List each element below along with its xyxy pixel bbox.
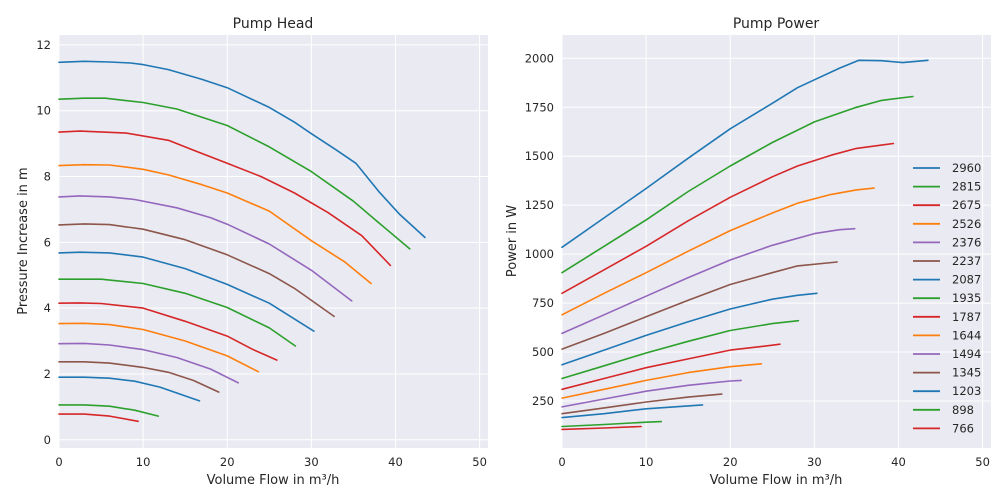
legend-label: 2237 (952, 254, 981, 268)
series-line-2237 (561, 261, 838, 350)
legend-label: 2376 (952, 235, 981, 249)
x-tick-label: 20 (220, 455, 235, 469)
plot-area (59, 35, 488, 448)
x-tick-label: 30 (304, 455, 319, 469)
y-tick-label: 12 (36, 38, 51, 52)
series-line-2087 (561, 292, 818, 366)
chart-title: Pump Power (733, 16, 820, 32)
series-line (58, 361, 220, 393)
legend-label: 1203 (952, 384, 981, 398)
legend-label: 1935 (952, 291, 981, 305)
series-line-2675 (561, 142, 895, 295)
series-line-1494 (561, 379, 742, 408)
series-line (58, 60, 426, 239)
y-tick-label: 750 (532, 296, 554, 310)
y-tick-label: 2 (44, 367, 51, 381)
x-tick-label: 0 (558, 455, 565, 469)
x-tick-label: 10 (639, 455, 654, 469)
y-tick-label: 1500 (525, 149, 554, 163)
series-line (58, 223, 335, 318)
y-tick-label: 1000 (525, 247, 554, 261)
pump-power-chart: Pump Power Volume Flow in m³/h Power in … (505, 16, 991, 488)
x-tick-label: 40 (388, 455, 403, 469)
x-tick-label: 20 (723, 455, 738, 469)
x-tick-label: 40 (891, 455, 906, 469)
series-line (58, 404, 160, 417)
legend-label: 2087 (952, 273, 981, 287)
y-tick-label: 500 (532, 345, 554, 359)
y-tick-label: 0 (44, 433, 51, 447)
legend-label: 2675 (952, 198, 981, 212)
series-line-2526 (561, 187, 875, 316)
series-line-1345 (561, 393, 723, 415)
legend-label: 2960 (952, 161, 981, 175)
y-tick-label: 8 (44, 170, 51, 184)
pump-head-chart: Pump Head Volume Flow in m³/h Pressure I… (16, 16, 488, 488)
series-line-1203 (561, 404, 704, 419)
series-line (58, 251, 315, 332)
y-axis-label: Pressure Increase in m (16, 167, 31, 314)
series-line (58, 97, 411, 250)
series-line (58, 376, 201, 402)
legend: 2960 2815 2675 2526 2376 2237 2087 1935 1787 1644… (913, 161, 981, 435)
y-tick-label: 2000 (525, 51, 554, 65)
series-line-2376 (561, 227, 856, 335)
series-line (58, 195, 353, 302)
chart-title: Pump Head (233, 16, 314, 32)
series-line (58, 342, 239, 384)
x-axis-label: Volume Flow in m³/h (207, 473, 340, 488)
legend-label: 766 (952, 421, 974, 435)
series-line-2815 (561, 95, 914, 274)
series-line-766 (561, 425, 642, 431)
series-line (58, 163, 372, 285)
y-tick-label: 1750 (525, 100, 554, 114)
x-axis-label: Volume Flow in m³/h (710, 473, 843, 488)
legend-label: 1345 (952, 366, 981, 380)
y-tick-label: 4 (44, 301, 51, 315)
gridlines (58, 35, 488, 448)
series-line-1644 (561, 363, 763, 399)
y-tick-label: 10 (36, 104, 51, 118)
x-tick-label: 10 (136, 455, 151, 469)
series-line (58, 302, 278, 361)
y-tick-label: 250 (532, 394, 554, 408)
legend-label: 1644 (952, 328, 981, 342)
legend-label: 1494 (952, 347, 981, 361)
y-tick-label: 6 (44, 235, 51, 249)
series-line (58, 130, 392, 267)
y-axis-label: Power in W (505, 205, 520, 277)
series-line-2960 (561, 59, 929, 249)
x-tick-label: 50 (975, 455, 990, 469)
legend-label: 1787 (952, 310, 981, 324)
y-tick-label: 1250 (525, 198, 554, 212)
series-line-1935 (561, 319, 800, 380)
series-line (58, 278, 297, 347)
x-tick-label: 0 (55, 455, 62, 469)
legend-label: 2526 (952, 217, 981, 231)
legend-label: 898 (952, 403, 974, 417)
legend-label: 2815 (952, 180, 981, 194)
series-line-1787 (561, 343, 781, 391)
series-line (58, 322, 260, 373)
x-tick-label: 30 (807, 455, 822, 469)
x-tick-label: 50 (472, 455, 487, 469)
gridlines (561, 35, 991, 448)
series-line-898 (561, 420, 663, 428)
series-line (58, 413, 139, 423)
